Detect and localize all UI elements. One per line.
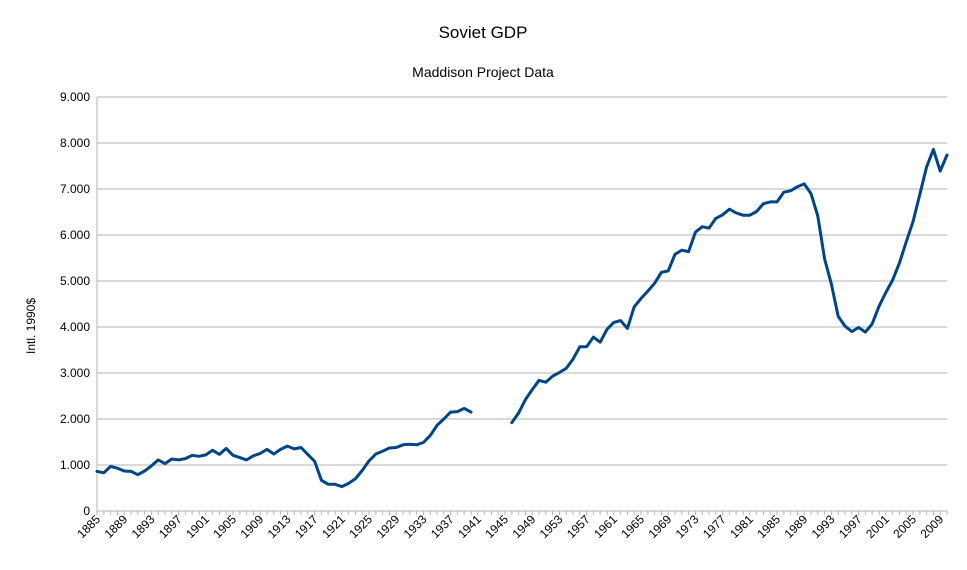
x-tick-label: 1917	[292, 512, 321, 541]
x-tick-label: 1961	[591, 512, 620, 541]
x-tick-label: 1981	[727, 512, 756, 541]
y-tick-labels: 0 1.000 2.000 3.000 4.000 5.000 6.000 7.000 8.00…	[60, 90, 90, 518]
x-tick-label: 2005	[890, 512, 919, 541]
y-axis-label: Intl. 1990$	[24, 298, 38, 354]
y-tick-label: 6.000	[60, 228, 90, 242]
x-tick-label: 1945	[482, 512, 511, 541]
x-tick-label: 1913	[265, 512, 294, 541]
x-tick-labels: 1885188918931897190119051909191319171921…	[74, 512, 946, 541]
y-tick-label: 5.000	[60, 274, 90, 288]
x-tick-label: 1937	[428, 512, 457, 541]
x-tick-label: 1993	[809, 512, 838, 541]
x-tick-label: 1977	[700, 512, 729, 541]
y-tick-label: 3.000	[60, 366, 90, 380]
x-tick-label: 1965	[618, 512, 647, 541]
y-tick-label: 7.000	[60, 182, 90, 196]
chart-title: Soviet GDP	[439, 23, 528, 42]
x-tick-label: 1897	[156, 512, 185, 541]
x-tick-label: 1925	[346, 512, 375, 541]
x-tick-label: 2001	[863, 512, 892, 541]
x-tick-label: 1929	[374, 512, 403, 541]
x-tick-label: 1885	[74, 512, 103, 541]
x-tick-label: 1909	[238, 512, 267, 541]
x-tick-label: 1985	[754, 512, 783, 541]
x-tick-label: 2009	[918, 512, 947, 541]
chart-subtitle: Maddison Project Data	[412, 64, 554, 80]
series-line-segment	[95, 406, 473, 489]
x-tick-label: 1901	[183, 512, 212, 541]
x-tick-label: 1941	[455, 512, 484, 541]
x-tick-label: 1933	[401, 512, 430, 541]
x-tick-label: 1949	[510, 512, 539, 541]
x-tick-label: 1889	[102, 512, 131, 541]
x-tick-label: 1921	[319, 512, 348, 541]
x-tick-label: 1997	[836, 512, 865, 541]
y-tick-label: 8.000	[60, 136, 90, 150]
x-tick-label: 1893	[129, 512, 158, 541]
x-tick-label: 1969	[646, 512, 675, 541]
series-line-segment	[510, 147, 949, 425]
x-tick-label: 1973	[673, 512, 702, 541]
x-tick-label: 1957	[564, 512, 593, 541]
y-tick-label: 4.000	[60, 320, 90, 334]
x-tick-label: 1989	[782, 512, 811, 541]
x-tick-label: 1953	[537, 512, 566, 541]
x-tick-label: 1905	[210, 512, 239, 541]
y-tick-label: 1.000	[60, 458, 90, 472]
y-tick-label: 0	[83, 504, 90, 518]
y-tick-label: 2.000	[60, 412, 90, 426]
gridlines	[96, 96, 948, 515]
y-tick-label: 9.000	[60, 90, 90, 104]
series-gdp	[95, 147, 949, 489]
